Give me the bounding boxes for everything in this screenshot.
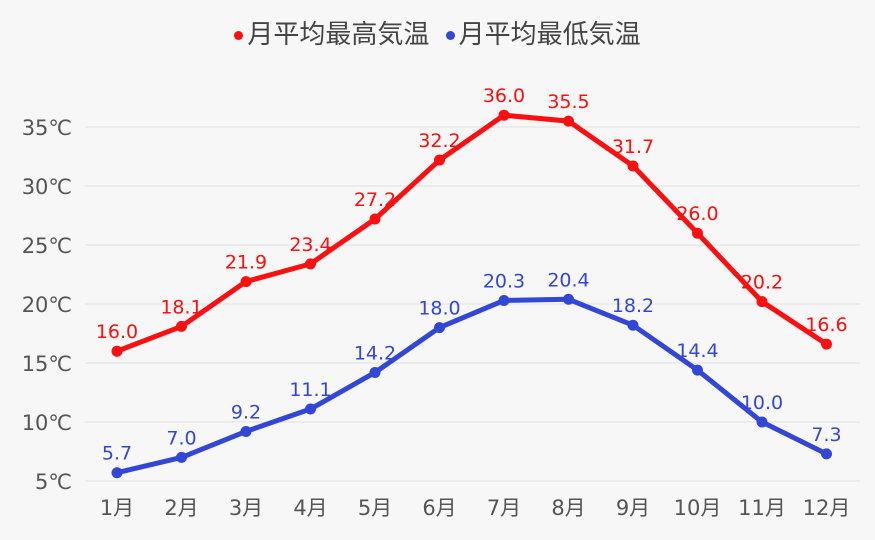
data-label: 18.0 (418, 298, 460, 320)
data-label: 14.2 (354, 342, 396, 364)
data-point (692, 364, 703, 376)
data-label: 36.0 (483, 85, 525, 107)
data-point (111, 467, 123, 479)
y-tick-label: 20℃ (22, 293, 72, 317)
data-label: 20.2 (741, 272, 783, 294)
data-point (240, 425, 252, 437)
legend-label-high: 月平均最高気温 (247, 20, 430, 50)
data-label: 21.9 (225, 252, 267, 274)
data-label: 16.0 (96, 321, 138, 343)
data-label: 7.0 (166, 427, 196, 449)
data-point (498, 294, 510, 306)
data-point (369, 213, 381, 225)
data-point (176, 451, 187, 463)
data-label: 31.7 (612, 136, 654, 158)
data-point (821, 338, 832, 350)
x-tick-label: 9月 (616, 496, 650, 520)
legend: 月平均最高気温 月平均最低気温 (0, 14, 875, 51)
data-label: 14.4 (676, 340, 718, 362)
x-tick-label: 4月 (293, 496, 327, 520)
data-label: 35.5 (547, 91, 589, 113)
data-label: 18.1 (160, 296, 202, 318)
legend-marker-high (234, 31, 244, 40)
data-point (305, 403, 316, 415)
data-label: 23.4 (289, 234, 331, 256)
y-tick-label: 30℃ (22, 175, 72, 199)
data-point (627, 160, 639, 172)
data-point (240, 276, 252, 288)
x-tick-label: 2月 (164, 496, 198, 520)
data-label: 16.6 (805, 314, 847, 336)
data-point (176, 320, 187, 332)
data-point (692, 227, 703, 239)
data-label: 18.2 (612, 295, 654, 317)
data-point (369, 366, 381, 378)
legend-item-low[interactable]: 月平均最低気温 (444, 20, 643, 50)
data-label: 11.1 (289, 379, 331, 401)
data-point (627, 319, 639, 331)
x-tick-label: 8月 (551, 496, 585, 520)
data-label: 20.3 (483, 270, 525, 292)
y-tick-label: 35℃ (22, 116, 72, 140)
x-tick-label: 3月 (229, 496, 263, 520)
data-point (821, 448, 832, 460)
data-label: 9.2 (231, 401, 261, 423)
series-line (116, 296, 828, 476)
data-label: 32.2 (418, 130, 460, 152)
y-tick-label: 25℃ (22, 234, 72, 258)
x-tick-label: 11月 (738, 496, 786, 520)
x-tick-label: 12月 (803, 496, 851, 520)
data-point (434, 322, 445, 334)
y-tick-label: 15℃ (22, 352, 72, 376)
x-tick-label: 6月 (422, 496, 456, 520)
data-point (756, 416, 768, 428)
data-point (305, 258, 316, 270)
data-point (563, 115, 574, 127)
data-label: 7.3 (811, 424, 841, 446)
data-label: 26.0 (676, 203, 718, 225)
data-label: 27.2 (354, 189, 396, 211)
legend-marker-low (445, 31, 455, 40)
data-point (111, 345, 123, 357)
x-tick-label: 10月 (674, 496, 722, 520)
x-tick-label: 5月 (358, 496, 392, 520)
legend-label-low: 月平均最低気温 (458, 20, 641, 50)
data-label: 5.7 (102, 443, 132, 465)
series-line (116, 112, 828, 354)
y-tick-label: 5℃ (35, 470, 72, 494)
data-point (434, 154, 445, 166)
y-tick-label: 10℃ (22, 411, 72, 435)
data-point (756, 296, 768, 308)
data-label: 10.0 (741, 392, 783, 414)
legend-item-high[interactable]: 月平均最高気温 (232, 20, 431, 50)
data-point (563, 293, 574, 305)
data-point (498, 109, 510, 121)
x-tick-label: 1月 (100, 496, 134, 520)
x-tick-label: 7月 (487, 496, 521, 520)
data-label: 20.4 (547, 269, 589, 291)
